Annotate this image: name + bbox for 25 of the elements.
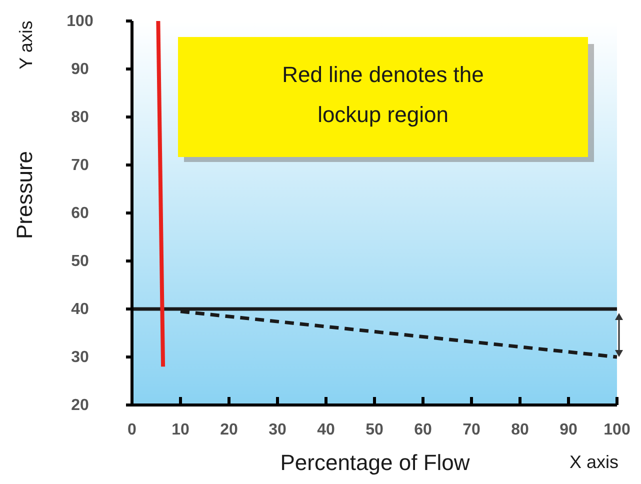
y-tick-label: 20 (71, 397, 89, 414)
x-axis-title: Percentage of Flow (280, 450, 470, 475)
x-tick-label: 20 (220, 421, 238, 438)
x-tick-label: 100 (604, 421, 630, 438)
x-tick-label: 90 (560, 421, 578, 438)
y-axis-title: Pressure (12, 150, 37, 240)
x-tick-label: 80 (511, 421, 529, 438)
y-tick-label: 30 (71, 349, 89, 366)
y-tick-label: 50 (71, 253, 89, 270)
y-tick-label: 40 (71, 301, 89, 318)
y-tick-label: 80 (71, 109, 89, 126)
y-tick-label: 60 (71, 205, 89, 222)
x-tick-label: 40 (317, 421, 335, 438)
y-tick-label: 90 (71, 61, 89, 78)
x-tick-label: 70 (462, 421, 480, 438)
text: X axis (569, 452, 619, 472)
x-tick-label: 0 (128, 421, 137, 438)
y-tick-label: 100 (66, 13, 94, 30)
y-tick-label: 70 (71, 157, 89, 174)
x-tick-label: 30 (268, 421, 286, 438)
annotation: Red line denotes the lockup region (282, 62, 484, 127)
x-tick-label: 50 (366, 421, 384, 438)
x-tick-label: 10 (172, 421, 190, 438)
text: Y axis (16, 20, 36, 70)
x-tick-label: 60 (414, 421, 432, 438)
